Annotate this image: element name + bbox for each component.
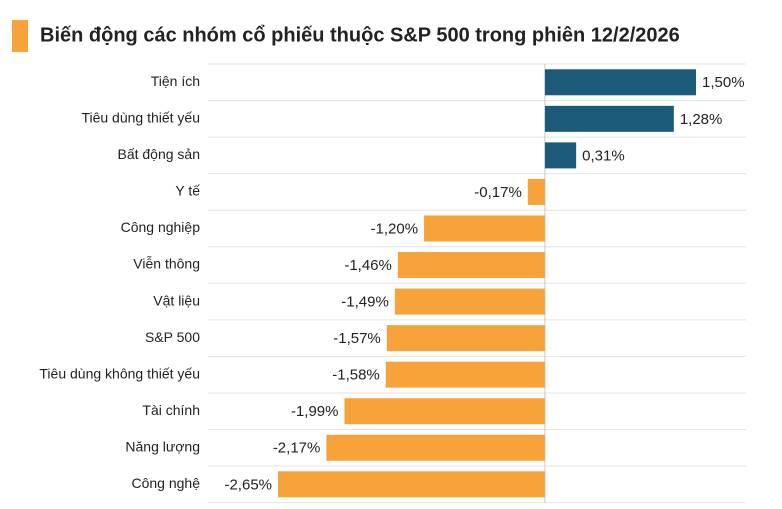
value-label: -1,49% bbox=[341, 294, 389, 311]
category-label: Tiêu dùng thiết yếu bbox=[81, 110, 200, 126]
title-marker bbox=[12, 20, 28, 52]
category-label: Năng lượng bbox=[125, 438, 200, 454]
value-label: 1,50% bbox=[702, 74, 745, 91]
bar bbox=[344, 398, 545, 425]
bar bbox=[424, 215, 545, 242]
bar bbox=[527, 178, 545, 205]
category-label: Tiện ích bbox=[151, 73, 200, 89]
bar bbox=[385, 361, 545, 388]
bar bbox=[397, 252, 545, 279]
bar bbox=[326, 434, 545, 461]
bar bbox=[386, 325, 545, 352]
category-label: Vật liệu bbox=[153, 292, 200, 308]
value-label: 1,28% bbox=[680, 111, 723, 128]
category-label: Y tế bbox=[175, 183, 200, 199]
bar bbox=[544, 69, 696, 96]
category-label: Công nghiệp bbox=[121, 219, 201, 235]
category-label: Bất động sản bbox=[117, 146, 200, 162]
value-label: -0,17% bbox=[474, 184, 522, 201]
bar bbox=[278, 471, 545, 498]
category-label: S&P 500 bbox=[145, 329, 200, 345]
category-label: Viễn thông bbox=[133, 256, 200, 272]
category-label: Công nghệ bbox=[131, 475, 200, 491]
value-label: -2,65% bbox=[224, 476, 272, 493]
value-label: -1,57% bbox=[333, 330, 381, 347]
category-label: Tài chính bbox=[142, 402, 200, 418]
bar bbox=[544, 105, 674, 132]
value-label: -2,17% bbox=[273, 440, 321, 457]
value-label: -1,46% bbox=[344, 257, 392, 274]
category-label: Tiêu dùng không thiết yếu bbox=[39, 365, 200, 381]
value-label: 0,31% bbox=[582, 147, 625, 164]
value-label: -1,20% bbox=[371, 220, 419, 237]
bar bbox=[544, 142, 577, 169]
bar bbox=[394, 288, 545, 315]
value-label: -1,99% bbox=[291, 403, 339, 420]
chart-title: Biến động các nhóm cổ phiếu thuộc S&P 50… bbox=[40, 24, 680, 46]
value-label: -1,58% bbox=[332, 367, 380, 384]
